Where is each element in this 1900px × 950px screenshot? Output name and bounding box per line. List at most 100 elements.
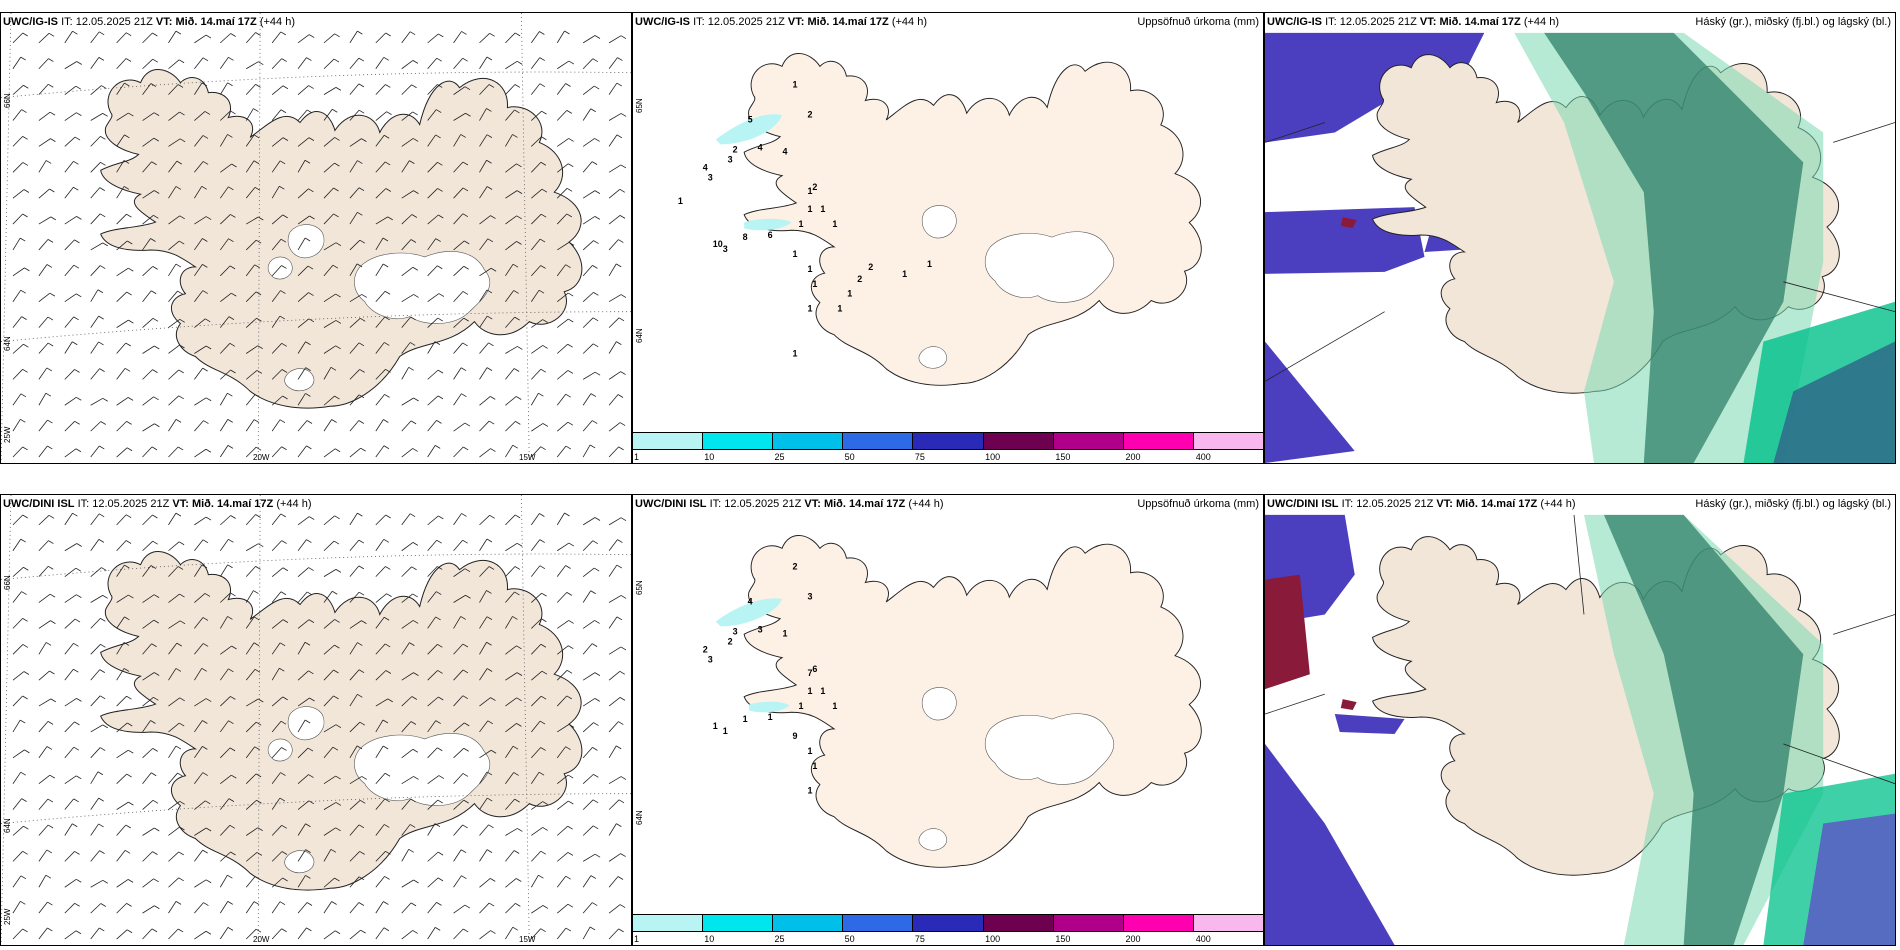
colorbar-swatch: [843, 915, 914, 931]
wind-barb-flag: [539, 565, 546, 570]
wind-barb-flag: [360, 929, 366, 934]
wind-barb: [557, 242, 570, 251]
wind-barb-flag: [255, 721, 262, 726]
wind-barb: [245, 239, 257, 251]
wind-barb: [375, 566, 386, 577]
wind-barb-flag: [202, 746, 208, 750]
wind-barb-flag: [411, 84, 417, 89]
wind-barb-flag: [128, 801, 134, 806]
wind-barb-flag: [20, 418, 26, 423]
colorbar-swatch: [913, 433, 984, 449]
wind-barb-flag: [385, 566, 391, 570]
wind-barb-flag: [179, 593, 185, 598]
wind-barb-flag: [179, 318, 185, 323]
wind-barb: [194, 593, 206, 603]
wind-barb-flag: [387, 216, 393, 221]
wind-barb: [375, 927, 385, 940]
wind-barb: [505, 850, 515, 862]
wind-barb-flag: [20, 538, 26, 543]
wind-barb: [505, 60, 518, 70]
wind-barb: [245, 827, 259, 836]
wind-barb-flag: [151, 772, 157, 777]
wind-barb: [427, 395, 439, 406]
wind-barb-flag: [126, 929, 133, 934]
wind-barb: [90, 445, 100, 458]
wind-barb: [401, 316, 412, 328]
wind-barb-flag: [255, 446, 262, 451]
wind-barb-flag: [358, 83, 365, 88]
wind-barb: [427, 293, 440, 303]
wind-barb-flag: [281, 747, 287, 751]
wind-barb-flag: [383, 134, 390, 139]
wind-barb: [142, 446, 153, 458]
wind-barb: [90, 595, 103, 603]
wind-map: [1, 495, 631, 945]
wind-barb-flag: [359, 239, 366, 244]
wind-barb-flag: [73, 746, 80, 751]
wind-barb-flag: [99, 368, 105, 372]
wind-barb: [582, 799, 594, 810]
wind-barb-flag: [152, 32, 158, 37]
wind-barb-flag: [202, 367, 208, 372]
lat-label-64: 64N: [635, 328, 644, 343]
wind-barb-flag: [126, 447, 133, 452]
wind-barb-flag: [125, 342, 131, 347]
wind-barb-flag: [280, 238, 287, 243]
wind-barb-flag: [542, 423, 549, 427]
wind-barb: [245, 721, 257, 733]
wind-barb-flag: [98, 31, 105, 36]
wind-barb: [453, 393, 462, 406]
wind-barb-flag: [516, 190, 523, 194]
wind-barb: [116, 642, 125, 655]
wind-barb: [349, 369, 360, 380]
wind-barb: [271, 797, 281, 810]
wind-barb-flag: [256, 852, 263, 856]
wind-barb: [556, 927, 567, 940]
wind-barb: [194, 161, 204, 173]
wind-barb-flag: [204, 593, 211, 597]
wind-barb: [220, 369, 231, 380]
wind-barb: [530, 513, 540, 526]
wind-barb-flag: [128, 112, 134, 117]
wind-barb: [194, 849, 203, 862]
wind-barb: [479, 238, 489, 251]
wind-barb-flag: [409, 824, 416, 828]
wind-barb-flag: [541, 592, 547, 597]
lat-label-25w: 25W: [3, 426, 12, 443]
wind-barb-flag: [280, 290, 286, 294]
wind-barb-flag: [436, 902, 442, 906]
wind-barb: [375, 593, 387, 603]
wind-barb: [245, 419, 255, 432]
wind-barb: [271, 395, 283, 406]
wind-barb-flag: [179, 800, 185, 805]
wind-barb: [90, 162, 101, 173]
wind-barb-flag: [384, 876, 390, 880]
wind-barb-flag: [512, 263, 519, 268]
wind-barb: [38, 419, 48, 432]
cloud-map-panel-top: UWC/IG-IS IT: 12.05.2025 21Z VT: Mið. 14…: [1264, 12, 1896, 464]
wind-barb: [142, 720, 151, 733]
wind-barb-flag: [382, 237, 389, 242]
wind-barb: [505, 723, 517, 733]
wind-barb: [38, 746, 48, 759]
wind-barb: [401, 513, 411, 526]
wind-barb-flag: [308, 567, 314, 571]
wind-barb: [323, 802, 337, 810]
wind-barb: [271, 591, 282, 603]
wind-barb: [90, 644, 101, 655]
lon-label-15w: 15W: [519, 935, 536, 944]
wind-barb: [375, 135, 385, 147]
wind-barb-flag: [45, 392, 52, 397]
wind-barb-flag: [175, 263, 182, 268]
wind-barb-flag: [383, 927, 390, 932]
wind-barb: [608, 394, 619, 406]
wind-barb: [375, 316, 386, 328]
wind-barb: [505, 903, 516, 914]
wind-barb: [531, 161, 542, 173]
wind-barb: [531, 345, 543, 354]
wind-barb: [582, 190, 596, 199]
wind-barb: [608, 823, 617, 836]
wind-barb: [582, 108, 592, 121]
wind-barb: [531, 423, 544, 432]
wind-barb-flag: [282, 395, 288, 400]
